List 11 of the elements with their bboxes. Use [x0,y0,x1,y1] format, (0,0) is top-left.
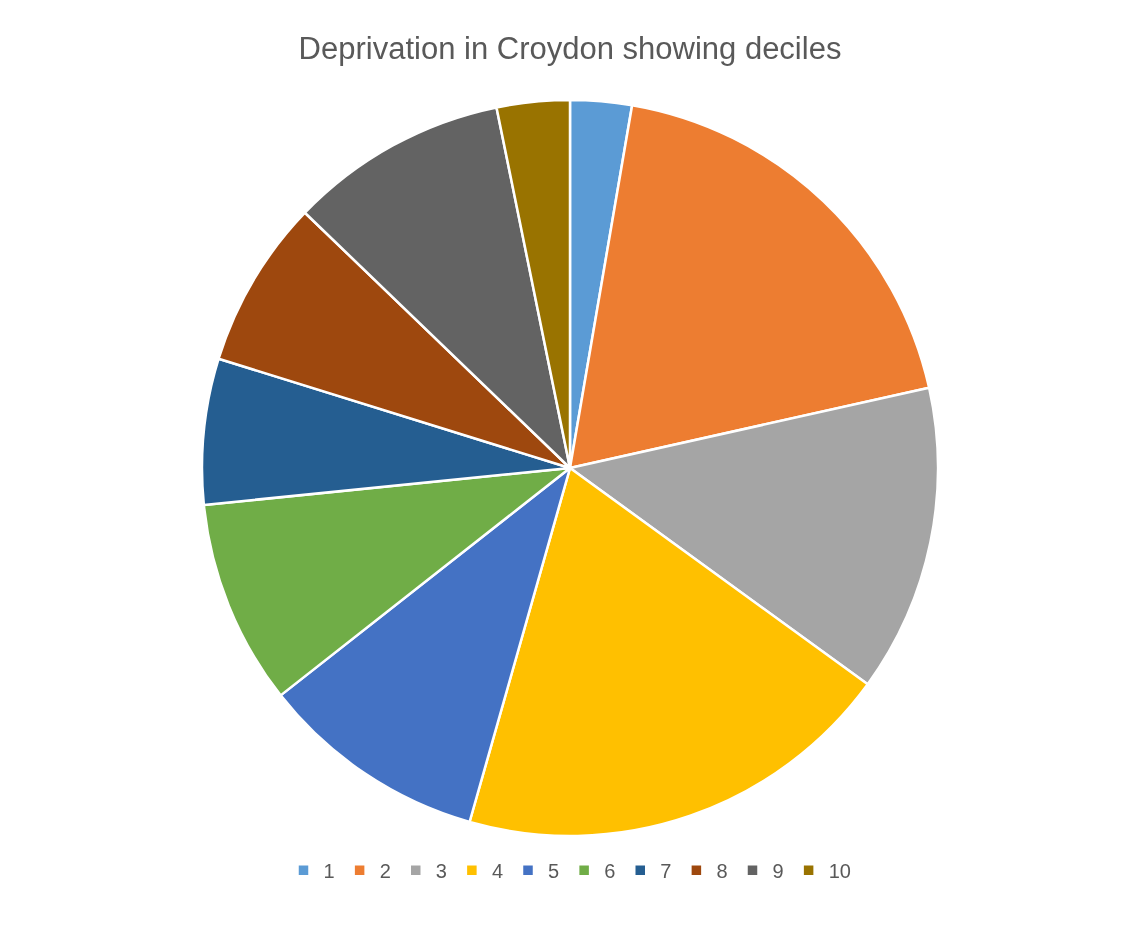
legend-label: 2 [379,860,391,883]
legend-label: 4 [491,860,503,883]
legend-label: 9 [772,860,784,883]
legend-label: 5 [548,860,560,883]
legend-label: 8 [716,860,728,883]
legend-label: 6 [604,860,616,883]
chart-title: Deprivation in Croydon showing deciles [298,30,842,66]
legend-label: 3 [435,860,447,883]
legend-label: 1 [323,860,335,883]
legend-label: 7 [660,860,672,883]
legend-label: 10 [828,860,851,883]
